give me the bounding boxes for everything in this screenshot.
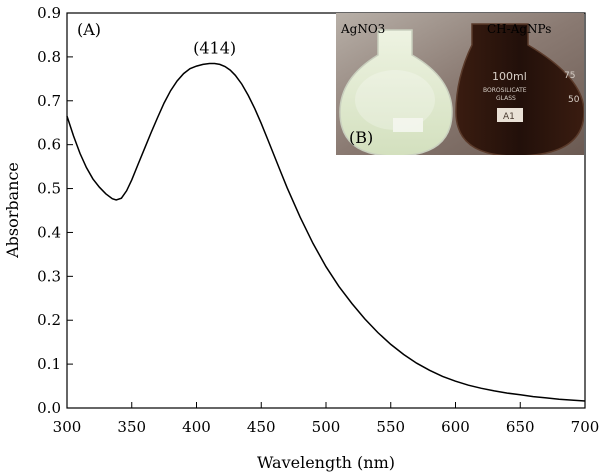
x-tick-label: 300 [53,418,82,436]
panel-b-label: (B) [349,128,373,147]
flask-grad-75: 75 [564,71,575,81]
y-tick-label: 0.1 [37,355,61,373]
y-axis-title: Absorbance [3,162,22,259]
flask-glass-mark: GLASS [496,95,516,102]
panel-a-label: (A) [77,20,101,39]
peak-annotation: (414) [193,38,236,57]
ch-agnps-label: CH-AgNPs [487,22,551,36]
y-tick-label: 0.2 [37,311,61,329]
flask-tag-text: A1 [503,112,515,122]
x-axis-title: Wavelength (nm) [257,453,395,472]
x-tick-label: 550 [376,418,405,436]
x-tick-label: 450 [247,418,276,436]
absorbance-series-line [66,62,586,402]
flask-grad-50: 50 [568,95,580,105]
y-tick-label: 0.7 [37,92,61,110]
flask-tag [497,108,523,122]
y-tick-label: 0.8 [37,48,61,66]
agno3-flask [339,29,453,155]
y-tick-label: 0.4 [37,223,61,241]
agno3-label: AgNO3 [340,22,385,36]
y-tick-label: 0.3 [37,267,61,285]
y-axis-tick-labels: 0.0 0.1 0.2 0.3 0.4 0.5 0.6 0.7 0.8 0.9 [37,4,61,417]
ch-agnps-flask [455,23,584,155]
x-tick-label: 350 [117,418,146,436]
y-tick-label: 0.9 [37,4,61,22]
agno3-flask-highlight [355,70,435,130]
x-tick-label: 700 [571,418,600,436]
x-tick-label: 500 [312,418,341,436]
flask-volume-mark: 100ml [492,70,527,83]
y-tick-label: 0.0 [37,399,61,417]
x-tick-label: 650 [506,418,535,436]
x-tick-label: 400 [182,418,211,436]
y-tick-label: 0.5 [37,180,61,198]
flask-brand-mark: BOROSILICATE [483,87,527,94]
inset-photo: 100ml BOROSILICATE GLASS 75 50 A1 AgNO3 … [336,13,584,155]
x-axis-ticks [66,402,586,408]
x-tick-label: 600 [441,418,470,436]
x-axis-tick-labels: 300 350 400 450 500 550 600 650 700 [53,418,600,436]
y-axis-ticks [67,12,73,409]
agno3-flask-label-sticker [393,118,423,132]
y-tick-label: 0.6 [37,136,61,154]
